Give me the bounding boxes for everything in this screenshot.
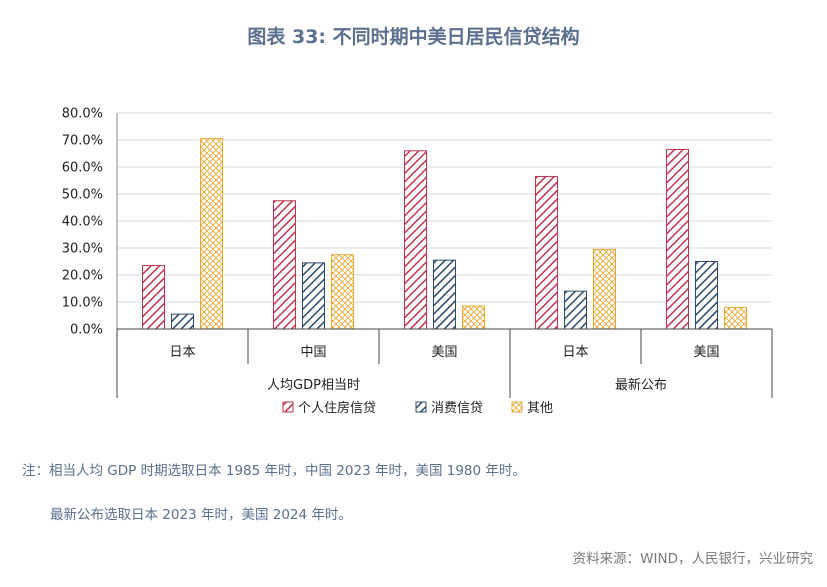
bar-consumer bbox=[433, 259, 456, 330]
bar-housing bbox=[666, 148, 689, 330]
legend-swatch bbox=[415, 401, 427, 413]
bar-housing bbox=[273, 200, 296, 330]
category-label: 日本 bbox=[169, 345, 195, 360]
bar-consumer bbox=[695, 261, 718, 330]
chart-title: 图表 33: 不同时期中美日居民信贷结构 bbox=[247, 26, 580, 48]
y-tick-label: 30.0% bbox=[62, 242, 103, 257]
bar-consumer bbox=[564, 290, 587, 330]
legend: 个人住房信贷 消费信贷 其他 bbox=[282, 400, 553, 416]
y-tick-label: 0.0% bbox=[70, 323, 103, 338]
bar-housing bbox=[142, 265, 165, 330]
bar-other bbox=[200, 138, 223, 330]
legend-swatch bbox=[282, 401, 294, 413]
category-label: 美国 bbox=[431, 345, 457, 360]
legend-swatch bbox=[511, 401, 523, 413]
legend-label: 个人住房信贷 bbox=[298, 400, 376, 416]
y-axis-ticks: 0.0% 10.0% 20.0% 30.0% 40.0% 50.0% 60.0% 70.0% 8… bbox=[62, 107, 118, 338]
bar-other bbox=[724, 306, 747, 330]
category-label: 日本 bbox=[562, 345, 588, 360]
source-text: 资料来源：WIND，人民银行，兴业研究 bbox=[572, 551, 813, 567]
bars bbox=[142, 138, 747, 330]
category-label: 中国 bbox=[300, 345, 326, 360]
group-label: 人均GDP相当时 bbox=[267, 378, 360, 393]
bar-other bbox=[593, 248, 616, 330]
category-label: 美国 bbox=[693, 345, 719, 360]
y-tick-label: 10.0% bbox=[62, 296, 103, 311]
note-line-2: 最新公布选取日本 2023 年时，美国 2024 年时。 bbox=[50, 507, 352, 523]
legend-label: 消费信贷 bbox=[431, 401, 483, 416]
y-tick-label: 60.0% bbox=[62, 161, 103, 176]
y-tick-label: 50.0% bbox=[62, 188, 103, 203]
legend-label: 其他 bbox=[527, 401, 553, 416]
bar-other bbox=[331, 254, 354, 330]
y-tick-label: 20.0% bbox=[62, 269, 103, 284]
bar-housing bbox=[535, 175, 558, 330]
bar-housing bbox=[404, 150, 427, 330]
y-tick-label: 80.0% bbox=[62, 107, 103, 122]
y-tick-label: 70.0% bbox=[62, 134, 103, 149]
group-label: 最新公布 bbox=[615, 377, 667, 393]
bar-consumer bbox=[302, 262, 325, 330]
note-line-1: 注：相当人均 GDP 时期选取日本 1985 年时，中国 2023 年时，美国 … bbox=[22, 463, 526, 479]
bar-other bbox=[462, 305, 485, 330]
bar-consumer bbox=[171, 313, 194, 330]
y-tick-label: 40.0% bbox=[62, 215, 103, 230]
